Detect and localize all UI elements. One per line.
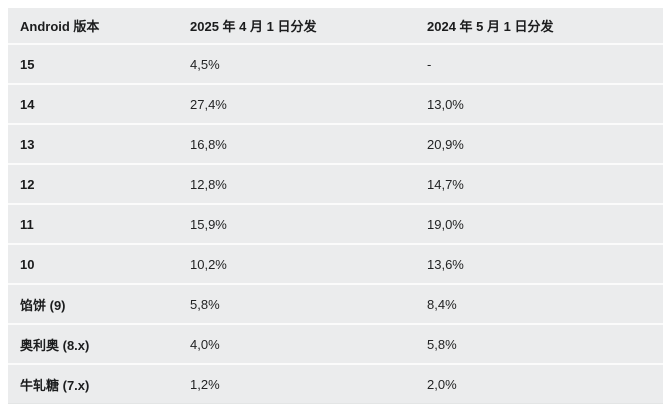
distribution-2024-cell: 13,0% <box>427 96 464 112</box>
distribution-2024-cell: - <box>427 56 432 72</box>
column-header-android-version: Android 版本 <box>20 19 100 34</box>
distribution-2024-cell: 5,8% <box>427 336 457 352</box>
distribution-2025-cell: 4,5% <box>190 56 220 72</box>
table-row: 11 15,9% 19,0% <box>8 203 663 243</box>
distribution-2025-cell: 5,8% <box>190 296 220 312</box>
version-cell: 奥利奥 (8.x) <box>20 337 90 353</box>
column-header-distribution-2024: 2024 年 5 月 1 日分发 <box>427 19 554 34</box>
version-cell: 15 <box>20 56 35 72</box>
version-cell: 10 <box>20 256 35 272</box>
distribution-2025-cell: 15,9% <box>190 216 227 232</box>
table-row: 15 4,5% - <box>8 43 663 83</box>
table-row: 12 12,8% 14,7% <box>8 163 663 203</box>
distribution-2025-cell: 16,8% <box>190 136 227 152</box>
table-row: 牛轧糖 (7.x) 1,2% 2,0% <box>8 363 663 403</box>
version-cell: 11 <box>20 216 34 232</box>
column-header-distribution-2025: 2025 年 4 月 1 日分发 <box>190 19 317 34</box>
distribution-2024-cell: 13,6% <box>427 256 464 272</box>
table-row: 14 27,4% 13,0% <box>8 83 663 123</box>
table-header-row: Android 版本 2025 年 4 月 1 日分发 2024 年 5 月 1… <box>8 8 663 43</box>
table-row: 奥利奥 (8.x) 4,0% 5,8% <box>8 323 663 363</box>
distribution-2024-cell: 8,4% <box>427 296 457 312</box>
distribution-2025-cell: 4,0% <box>190 336 220 352</box>
table-row: 10 10,2% 13,6% <box>8 243 663 283</box>
version-cell: 14 <box>20 96 35 112</box>
distribution-2025-cell: 10,2% <box>190 256 227 272</box>
version-cell: 13 <box>20 136 35 152</box>
table-row: 馅饼 (9) 5,8% 8,4% <box>8 283 663 323</box>
distribution-2024-cell: 2,0% <box>427 376 457 392</box>
table-row: 13 16,8% 20,9% <box>8 123 663 163</box>
android-distribution-table: Android 版本 2025 年 4 月 1 日分发 2024 年 5 月 1… <box>8 8 663 404</box>
table-body: 15 4,5% - 14 27,4% 13,0% 13 16,8% 20,9% 12 12,8% 14… <box>8 43 663 403</box>
distribution-2025-cell: 27,4% <box>190 96 227 112</box>
distribution-2025-cell: 1,2% <box>190 376 220 392</box>
version-cell: 牛轧糖 (7.x) <box>20 377 90 393</box>
version-cell: 12 <box>20 176 35 192</box>
distribution-2025-cell: 12,8% <box>190 176 227 192</box>
distribution-2024-cell: 19,0% <box>427 216 464 232</box>
distribution-2024-cell: 20,9% <box>427 136 464 152</box>
version-cell: 馅饼 (9) <box>20 297 66 313</box>
distribution-2024-cell: 14,7% <box>427 176 464 192</box>
